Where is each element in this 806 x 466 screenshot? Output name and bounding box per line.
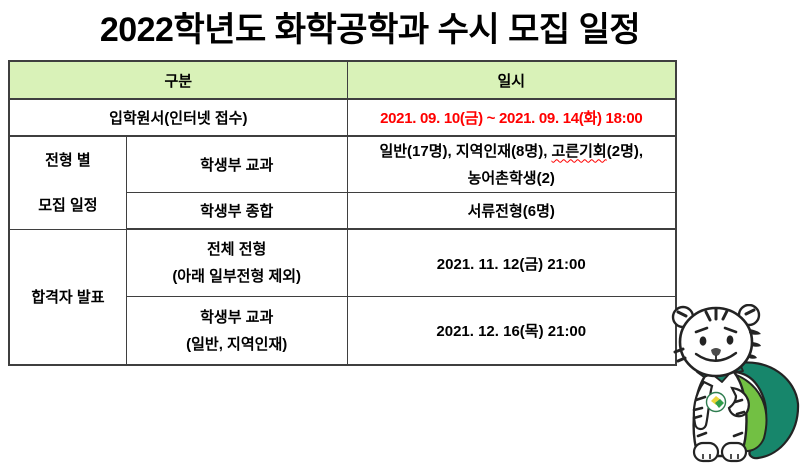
gyogwa-track-label: 학생부 교과 — [125, 135, 348, 193]
badge-yellow-diamond — [711, 396, 721, 405]
table-header-row: 구분 일시 — [8, 60, 677, 100]
application-label: 입학원서(인터넷 접수) — [8, 98, 348, 137]
section-schedule-line2: 모집 일정 — [38, 196, 98, 214]
mascot-body-stripes — [692, 395, 746, 438]
mascot-toe-lines — [702, 454, 739, 459]
mascot-forehead-stripes — [704, 307, 729, 322]
mascot-eyebrows — [694, 326, 738, 334]
white-tiger-mascot — [671, 304, 800, 463]
column-header-datetime: 일시 — [346, 60, 677, 100]
spellcheck-underlined-text: 고른기회 — [551, 142, 607, 160]
section-schedule-line1: 전형 별 — [45, 151, 91, 169]
mascot-ear-stripes — [676, 308, 756, 318]
column-header-category: 구분 — [8, 60, 348, 100]
jonghap-track-label: 학생부 종합 — [125, 192, 348, 230]
mascot-left-foot — [692, 441, 720, 463]
mascot-left-face-stripes — [673, 347, 687, 363]
badge-green-diamond — [715, 399, 724, 408]
row-results-gyogwa: 학생부 교과 (일반, 지역인재) 2021. 12. 16(목) 21:00 — [9, 296, 677, 366]
row-schedule-jonghap: 학생부 종합 서류전형(6명) — [9, 192, 677, 230]
section-schedule-label: 전형 별 모집 일정 — [8, 135, 127, 230]
application-period: 2021. 09. 10(금) ~ 2021. 09. 14(화) 18:00 — [346, 98, 677, 137]
row-application: 입학원서(인터넷 접수) 2021. 09. 10(금) ~ 2021. 09.… — [8, 98, 677, 137]
section-results-label: 합격자 발표 — [8, 228, 127, 366]
results-gyogwa-date: 2021. 12. 16(목) 21:00 — [346, 296, 677, 366]
page-title: 2022학년도 화학공학과 수시 모집 일정 — [99, 11, 641, 49]
gyogwa-quota-line1: 일반(17명), 지역인재(8명), 고른기회(2명), — [379, 142, 644, 160]
results-all-date: 2021. 11. 12(금) 21:00 — [346, 228, 677, 297]
row-results-all: 합격자 발표 전체 전형 (아래 일부전형 제외) 2021. 11. 12(금… — [8, 228, 677, 366]
mascot-right-foot — [720, 441, 748, 463]
mascot-right-face-stripes — [748, 329, 761, 359]
mascot-cape-teal — [730, 361, 800, 460]
mascot-right-eye — [726, 335, 734, 345]
gyogwa-track-quota: 일반(17명), 지역인재(8명), 고른기회(2명), 농어촌학생(2) — [346, 135, 677, 193]
mascot-left-eye — [699, 336, 707, 346]
results-all-label: 전체 전형 (아래 일부전형 제외) — [125, 228, 348, 297]
results-gyogwa-label: 학생부 교과 (일반, 지역인재) — [125, 296, 348, 366]
row-schedule-gyogwa: 전형 별 모집 일정 학생부 교과 일반(17명), 지역인재(8명), 고른기… — [8, 135, 677, 230]
gyogwa-quota-line2: 농어촌학생(2) — [467, 169, 555, 187]
jonghap-track-quota: 서류전형(6명) — [346, 192, 677, 230]
mascot-nose — [711, 348, 721, 356]
admission-schedule-table: 구분 일시 입학원서(인터넷 접수) 2021. 09. 10(금) ~ 202… — [8, 60, 677, 366]
